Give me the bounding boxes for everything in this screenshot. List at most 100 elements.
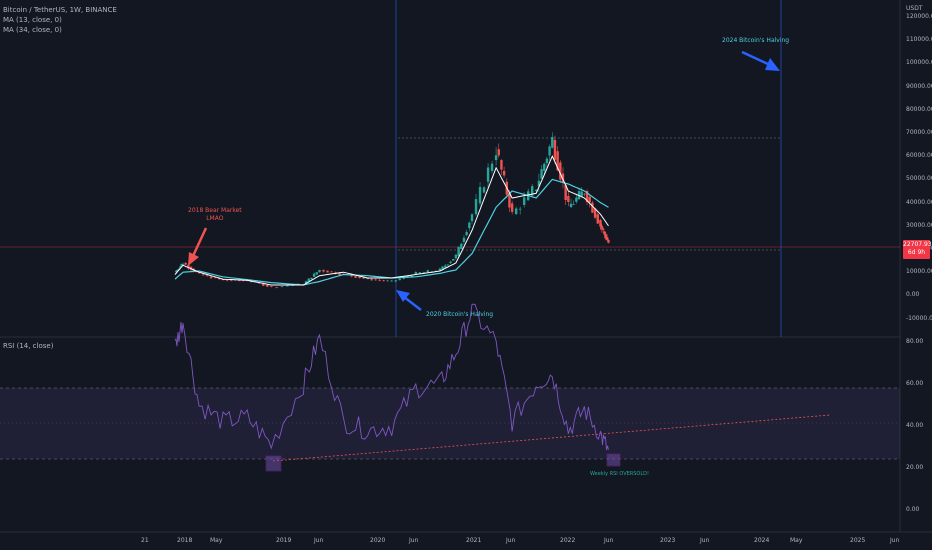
candle[interactable] xyxy=(307,278,310,282)
candle[interactable] xyxy=(187,264,190,269)
candle[interactable] xyxy=(366,278,369,280)
candle[interactable] xyxy=(242,280,245,282)
halving-2024-note[interactable]: 2024 Bitcoin's Halving xyxy=(722,37,790,44)
candle[interactable] xyxy=(382,280,385,282)
candle[interactable] xyxy=(310,277,313,280)
candle[interactable] xyxy=(580,191,583,197)
candle[interactable] xyxy=(599,220,602,227)
symbol-title[interactable]: Bitcoin / TetherUS, 1W, BINANCE xyxy=(3,6,117,14)
candle[interactable] xyxy=(378,279,381,281)
candle[interactable] xyxy=(176,269,179,271)
candle[interactable] xyxy=(564,184,567,200)
candle[interactable] xyxy=(585,191,589,203)
candle[interactable] xyxy=(414,272,418,275)
candle[interactable] xyxy=(556,151,559,171)
candle[interactable] xyxy=(362,277,365,279)
candle[interactable] xyxy=(510,203,514,212)
candle[interactable] xyxy=(426,270,430,273)
candle[interactable] xyxy=(213,277,217,279)
candle[interactable] xyxy=(390,280,393,282)
bear-market-arrow[interactable] xyxy=(188,227,208,266)
candle[interactable] xyxy=(543,163,546,171)
candle[interactable] xyxy=(478,187,482,204)
candle[interactable] xyxy=(548,146,551,156)
candle[interactable] xyxy=(270,286,273,287)
candle[interactable] xyxy=(225,280,229,282)
candle[interactable] xyxy=(446,264,450,266)
candle[interactable] xyxy=(561,173,565,183)
candle[interactable] xyxy=(229,280,233,282)
candle[interactable] xyxy=(482,187,486,193)
candle[interactable] xyxy=(607,239,610,243)
candle[interactable] xyxy=(500,160,503,170)
rsi-oversold-box-2018[interactable] xyxy=(265,455,282,472)
candle[interactable] xyxy=(604,234,607,239)
candle[interactable] xyxy=(535,189,538,191)
candle[interactable] xyxy=(486,167,490,182)
candle[interactable] xyxy=(262,283,265,286)
candle[interactable] xyxy=(502,170,506,176)
halving-2020-arrow[interactable] xyxy=(396,290,422,311)
candle[interactable] xyxy=(551,136,554,148)
candle[interactable] xyxy=(201,274,205,276)
candle[interactable] xyxy=(540,169,543,179)
candle[interactable] xyxy=(217,278,221,280)
halving-2020-note[interactable]: 2020 Bitcoin's Halving xyxy=(426,311,494,318)
candle[interactable] xyxy=(583,193,586,195)
candle[interactable] xyxy=(312,273,316,277)
rsi-trendline[interactable] xyxy=(272,414,831,462)
candle[interactable] xyxy=(470,214,474,222)
candle[interactable] xyxy=(454,254,458,259)
ma13-line[interactable] xyxy=(174,154,609,286)
candle[interactable] xyxy=(266,284,269,287)
candle[interactable] xyxy=(490,163,494,171)
candle[interactable] xyxy=(444,265,447,268)
candle[interactable] xyxy=(438,268,442,271)
candle[interactable] xyxy=(514,208,518,215)
candle[interactable] xyxy=(600,225,603,229)
bear-market-note[interactable]: 2018 Bear Market LMAO xyxy=(188,207,242,222)
candle[interactable] xyxy=(410,275,413,277)
candle[interactable] xyxy=(304,281,308,284)
halving-2024-arrow[interactable] xyxy=(741,50,780,71)
ma13-indicator-label[interactable]: MA (13, close, 0) xyxy=(3,16,62,24)
candle[interactable] xyxy=(468,222,471,229)
candle[interactable] xyxy=(184,262,187,265)
candle[interactable] xyxy=(338,272,341,276)
candle[interactable] xyxy=(330,271,333,273)
candle[interactable] xyxy=(358,276,361,279)
candle[interactable] xyxy=(374,279,377,281)
candle[interactable] xyxy=(497,149,500,156)
rsi-oversold-box-2022[interactable] xyxy=(606,453,621,467)
candle[interactable] xyxy=(286,285,289,287)
candle[interactable] xyxy=(441,266,444,270)
candle[interactable] xyxy=(537,180,541,187)
candle[interactable] xyxy=(318,269,321,273)
candle[interactable] xyxy=(197,272,201,274)
candle[interactable] xyxy=(275,287,278,289)
candle[interactable] xyxy=(605,237,609,241)
candle[interactable] xyxy=(322,269,325,272)
candle[interactable] xyxy=(386,280,389,282)
candle[interactable] xyxy=(221,279,225,281)
candle[interactable] xyxy=(462,237,466,243)
candle[interactable] xyxy=(494,155,498,161)
candle[interactable] xyxy=(398,278,401,281)
candle[interactable] xyxy=(596,214,599,224)
candle[interactable] xyxy=(553,139,557,160)
rsi-indicator-label[interactable]: RSI (14, close) xyxy=(3,342,54,350)
candle[interactable] xyxy=(531,186,534,196)
candle[interactable] xyxy=(418,272,422,274)
candle[interactable] xyxy=(175,270,178,273)
candle[interactable] xyxy=(209,276,213,279)
candle[interactable] xyxy=(545,158,549,164)
candle[interactable] xyxy=(237,280,241,282)
rsi-line[interactable] xyxy=(174,303,609,451)
candle[interactable] xyxy=(591,202,594,213)
candle[interactable] xyxy=(452,259,455,261)
candle[interactable] xyxy=(588,196,591,203)
candle[interactable] xyxy=(593,208,597,218)
candle[interactable] xyxy=(569,203,573,208)
ma34-line[interactable] xyxy=(174,178,609,286)
